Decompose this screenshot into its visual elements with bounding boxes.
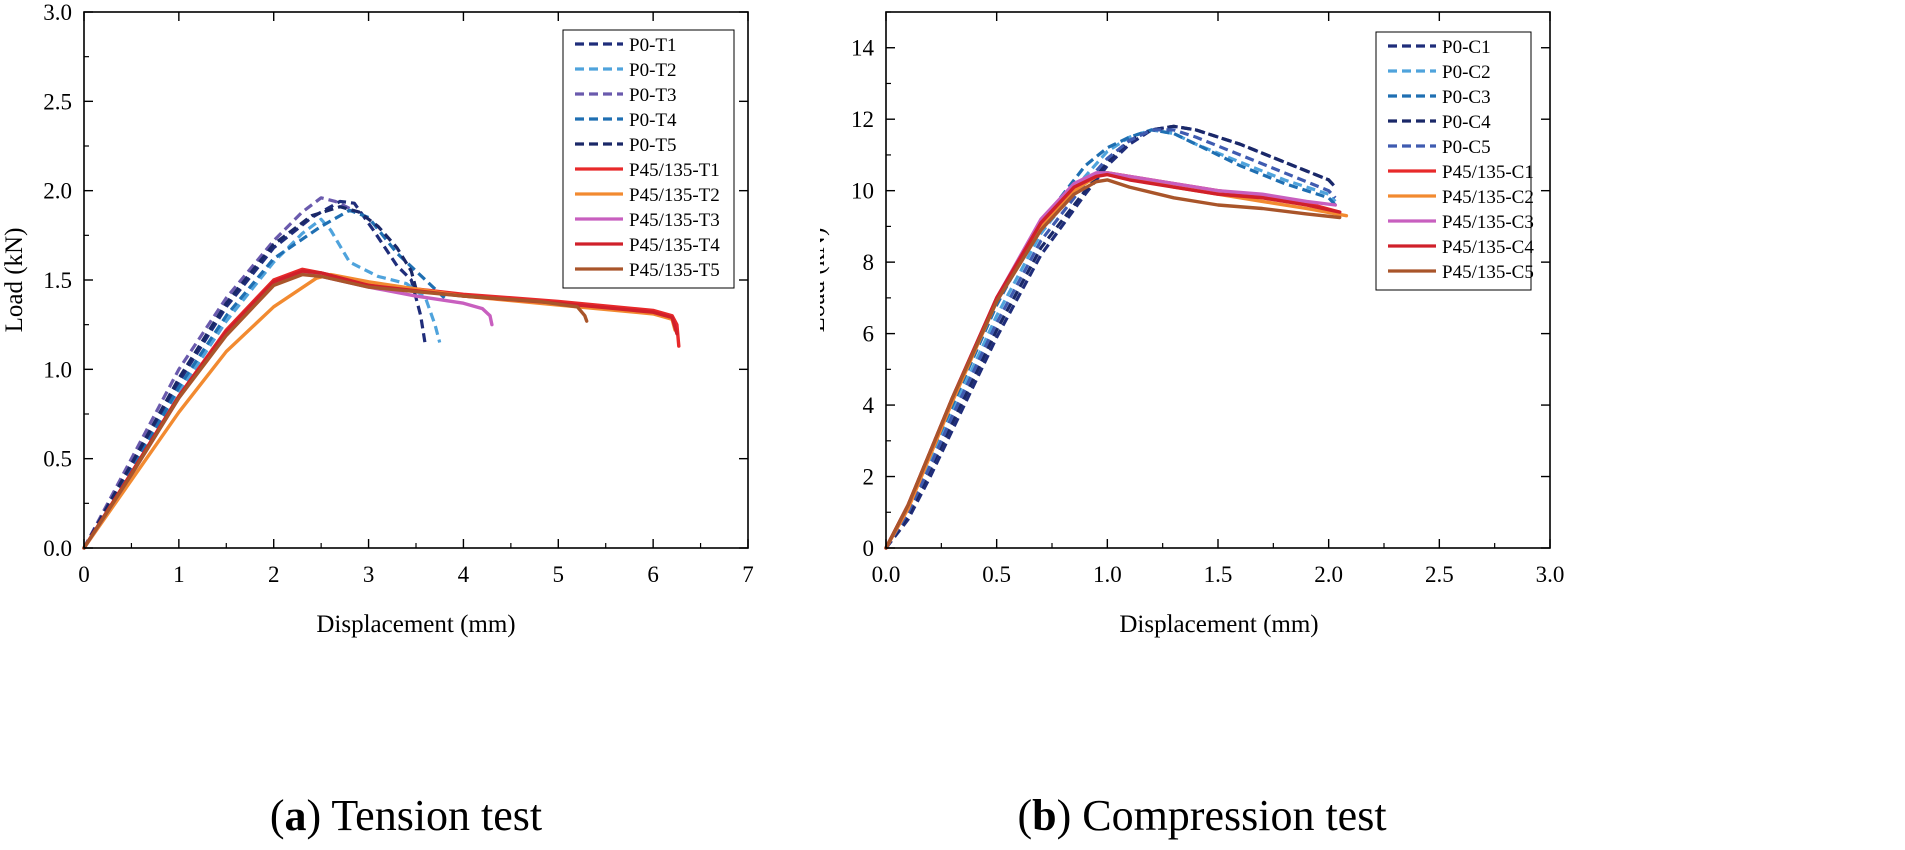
compression-chart: 0.0 0.5 1.0 1.5 2.0 2.5 3.0 0 2 4 6 8 10 12 14 Displace… bbox=[820, 11, 1565, 840]
x-tick-label: 3 bbox=[363, 562, 375, 587]
x-axis-title: Displacement (mm) bbox=[1119, 611, 1318, 638]
x-tick-label: 7 bbox=[742, 562, 754, 587]
legend-label-2: P0-C3 bbox=[1442, 87, 1491, 108]
legend-label-7: P45/135-T3 bbox=[629, 210, 720, 231]
legend-label-3: P0-C4 bbox=[1442, 112, 1491, 133]
caption-letter: a bbox=[285, 791, 307, 840]
legend-label-1: P0-C2 bbox=[1442, 62, 1491, 83]
series-line-7 bbox=[82, 269, 494, 550]
x-axis-title: Displacement (mm) bbox=[316, 611, 515, 638]
x-tick-label: 2 bbox=[268, 562, 280, 587]
legend: P0-C1 P0-C2 P0-C3 P0-C4 P0-C5 P45/135-C1 P45/1… bbox=[1375, 31, 1534, 291]
y-tick-label: 6 bbox=[863, 322, 875, 347]
y-tick-label: 0.0 bbox=[43, 536, 72, 561]
y-tick-label: 3.0 bbox=[43, 0, 72, 25]
series-line-2 bbox=[884, 128, 1337, 549]
legend-label-1: P0-T2 bbox=[629, 60, 677, 81]
caption-title: Tension test bbox=[321, 791, 542, 840]
series-line-4 bbox=[82, 205, 418, 549]
legend-label-3: P0-T4 bbox=[629, 110, 677, 131]
legend-label-9: P45/135-T5 bbox=[629, 260, 720, 281]
panel-caption: (b) Compression test bbox=[1017, 791, 1386, 840]
legend-label-8: P45/135-T4 bbox=[629, 235, 720, 256]
x-tick-label: 2.0 bbox=[1314, 562, 1343, 587]
x-tick-label: 1 bbox=[173, 562, 185, 587]
legend-label-5: P45/135-T1 bbox=[629, 160, 720, 181]
series-line-3 bbox=[884, 124, 1337, 549]
y-axis-title: Load (kN) bbox=[820, 228, 830, 333]
tension-test-panel: 0 1 2 3 4 5 6 7 0.0 0.5 1.0 1.5 2.0 2.5 3.0 Displacemen… bbox=[0, 0, 820, 850]
y-tick-label: 2.0 bbox=[43, 179, 72, 204]
legend-label-0: P0-C1 bbox=[1442, 37, 1491, 58]
x-tick-label: 1.5 bbox=[1204, 562, 1233, 587]
x-tick-label: 0 bbox=[78, 562, 90, 587]
x-tick-label: 5 bbox=[553, 562, 565, 587]
legend-label-4: P0-C5 bbox=[1442, 137, 1491, 158]
series-line-8 bbox=[884, 172, 1342, 550]
caption-paren-close: ) bbox=[1057, 791, 1072, 840]
y-tick-label: 2 bbox=[863, 465, 875, 490]
caption-paren-open: ( bbox=[1017, 791, 1032, 840]
legend-label-6: P45/135-C2 bbox=[1442, 187, 1534, 208]
y-axis-title: Load (kN) bbox=[1, 228, 28, 333]
caption-paren-close: ) bbox=[307, 791, 322, 840]
series-line-0 bbox=[884, 124, 1337, 549]
compression-test-panel: 0.0 0.5 1.0 1.5 2.0 2.5 3.0 0 2 4 6 8 10 12 14 Displace… bbox=[820, 0, 1905, 850]
legend: P0-T1 P0-T2 P0-T3 P0-T4 P0-T5 P45/135-T1 P45/1… bbox=[562, 29, 735, 289]
legend-label-5: P45/135-C1 bbox=[1442, 162, 1534, 183]
y-tick-label: 10 bbox=[851, 179, 874, 204]
series-line-9 bbox=[884, 178, 1342, 550]
x-tick-label: 0.0 bbox=[872, 562, 901, 587]
caption-letter: b bbox=[1032, 791, 1056, 840]
series-line-4 bbox=[884, 128, 1337, 549]
x-tick-label: 4 bbox=[458, 562, 470, 587]
legend-label-9: P45/135-C5 bbox=[1442, 262, 1534, 283]
x-tick-label: 6 bbox=[647, 562, 659, 587]
y-tick-label: 1.0 bbox=[43, 357, 72, 382]
series-line-2 bbox=[82, 196, 351, 549]
x-tick-label: 0.5 bbox=[982, 562, 1011, 587]
caption-title: Compression test bbox=[1071, 791, 1386, 840]
legend-label-7: P45/135-C3 bbox=[1442, 212, 1534, 233]
caption-paren-open: ( bbox=[270, 791, 285, 840]
y-tick-label: 4 bbox=[863, 393, 875, 418]
series-line-1 bbox=[82, 217, 442, 549]
y-tick-label: 8 bbox=[863, 250, 875, 275]
series-line-1 bbox=[884, 128, 1337, 549]
legend-label-8: P45/135-C4 bbox=[1442, 237, 1534, 258]
series-lines bbox=[82, 196, 681, 550]
series-line-3 bbox=[82, 208, 446, 549]
y-tick-label: 2.5 bbox=[43, 89, 72, 114]
series-line-6 bbox=[884, 171, 1349, 550]
legend-label-6: P45/135-T2 bbox=[629, 185, 720, 206]
y-tick-label: 0.5 bbox=[43, 447, 72, 472]
legend-label-4: P0-T5 bbox=[629, 135, 677, 156]
x-tick-label: 2.5 bbox=[1425, 562, 1454, 587]
y-tick-label: 14 bbox=[851, 36, 875, 61]
x-tick-label: 1.0 bbox=[1093, 562, 1122, 587]
legend-label-0: P0-T1 bbox=[629, 35, 677, 56]
legend-label-2: P0-T3 bbox=[629, 85, 677, 106]
y-tick-label: 0 bbox=[863, 536, 875, 561]
tension-chart: 0 1 2 3 4 5 6 7 0.0 0.5 1.0 1.5 2.0 2.5 3.0 Displacemen… bbox=[1, 0, 754, 840]
panel-caption: (a) Tension test bbox=[270, 791, 542, 840]
series-line-5 bbox=[884, 171, 1342, 550]
series-line-9 bbox=[82, 272, 589, 550]
y-tick-label: 1.5 bbox=[43, 268, 72, 293]
series-line-7 bbox=[884, 171, 1337, 550]
x-tick-label: 3.0 bbox=[1536, 562, 1565, 587]
y-tick-label: 12 bbox=[851, 107, 874, 132]
series-lines bbox=[884, 124, 1349, 550]
series-line-0 bbox=[82, 199, 428, 549]
